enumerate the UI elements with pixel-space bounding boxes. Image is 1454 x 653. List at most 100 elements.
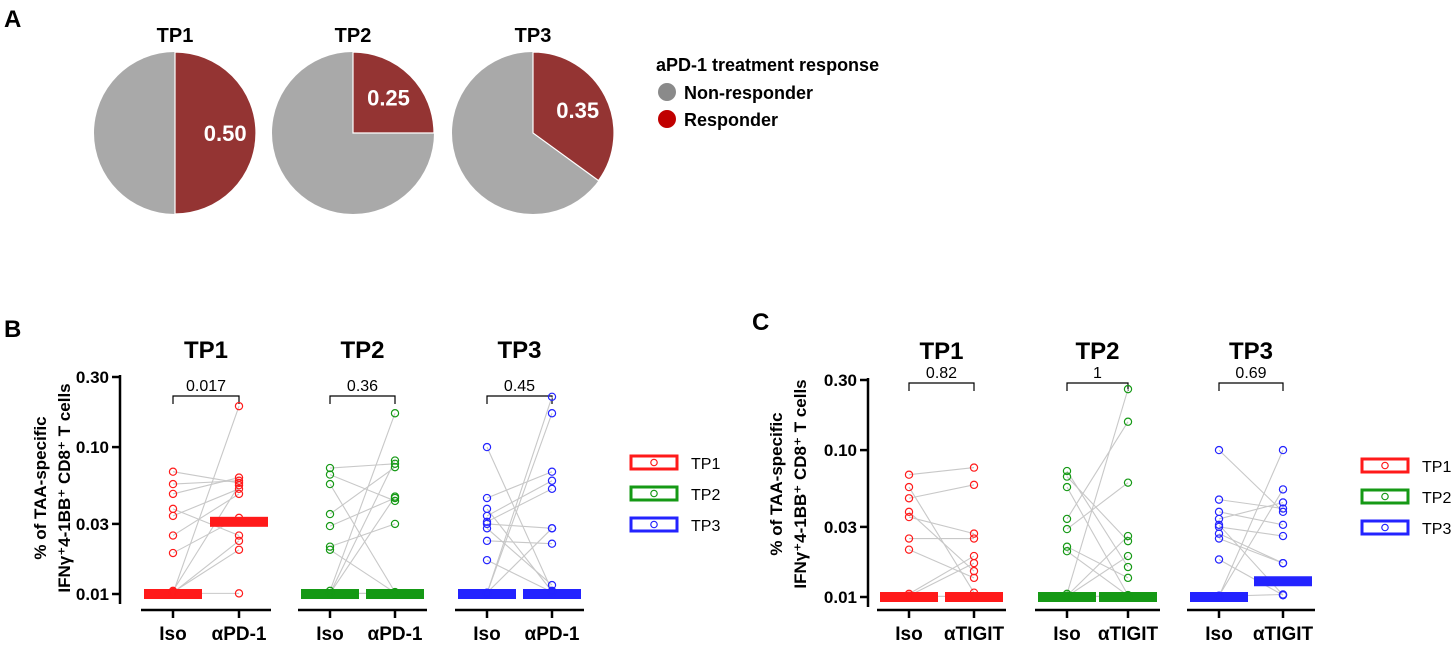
tigit-legend-swatch — [1360, 457, 1410, 474]
pd1-tp2-x-label: Iso — [316, 624, 343, 645]
pd1-tp3-pair-line — [486, 540, 553, 545]
pie-legend-responder-label: Responder — [684, 110, 778, 130]
pd1-tp2-pair-line — [329, 466, 396, 515]
pd1-tp2-pair-line — [329, 496, 396, 594]
tigit-y-tick-label: 0.10 — [824, 441, 857, 460]
tigit-legend-label: TP1 — [1422, 459, 1451, 476]
pd1-tp1-data-point — [234, 536, 244, 546]
tigit-tp2-pair-line — [1066, 486, 1129, 596]
pd1-tp3-data-point — [547, 467, 557, 476]
tigit-legend-label: TP3 — [1422, 521, 1451, 538]
tigit-tp3-x-label: αTIGIT — [1253, 624, 1314, 645]
pd1-tp3-data-point — [482, 493, 492, 503]
tigit-tp2-data-point — [1123, 531, 1133, 541]
pie-tp1-value-label: 0.50 — [204, 121, 247, 146]
tigit-tp1-data-point — [904, 512, 914, 522]
pd1-tp3-data-point — [482, 536, 492, 546]
pie-legend-title: aPD-1 treatment response — [656, 55, 879, 75]
pd1-legend-marker — [650, 520, 658, 529]
tigit-tp3-pair-line — [1218, 533, 1284, 564]
tigit-tp3-data-point — [1278, 531, 1288, 541]
pie-tp3-responder-slice — [532, 51, 615, 182]
pd1-tp1-data-point — [168, 548, 178, 558]
pd1-tp3-median-bar — [458, 589, 516, 599]
tigit-legend-marker — [1381, 461, 1389, 470]
pd1-tp1-data-point — [234, 484, 244, 494]
tigit-tp1-pair-line — [908, 511, 975, 572]
tigit-tp3-x-label: Iso — [1205, 624, 1232, 645]
pd1-tp3-pair-line — [486, 527, 553, 586]
tigit-tp2-pair-line — [1066, 535, 1129, 597]
pd1-tp3-pair-line — [486, 446, 553, 592]
tigit-tp2-pair-line — [1066, 421, 1129, 520]
pd1-tp1-significance-bracket — [172, 395, 240, 404]
tigit-tp1-data-point — [969, 534, 979, 543]
pd1-tp3-pair-line — [486, 480, 553, 517]
pd1-tp3-data-point — [547, 476, 557, 485]
tigit-legend-item-tp2: TP2 — [1360, 488, 1451, 507]
pd1-tp3-data-point — [547, 392, 557, 401]
panel-letter-a: A — [4, 6, 21, 33]
pd1-legend-marker — [650, 489, 658, 498]
pd1-tp1-pair-line — [172, 549, 240, 593]
tigit-tp3-pair-line — [1218, 449, 1284, 513]
pd1-legend-item-tp2: TP2 — [629, 485, 720, 504]
pie-charts: TP1 0.50 TP2 0.25 TP3 0.35 — [94, 25, 615, 215]
pd1-tp3-data-point — [482, 555, 492, 565]
tigit-tp3-data-point — [1214, 534, 1224, 543]
tigit-tp3-significance-bracket — [1218, 382, 1284, 391]
pd1-legend-swatch — [629, 516, 679, 533]
pd1-tp1-x-label: Iso — [159, 624, 186, 645]
pd1-tp1-pair-line — [172, 405, 240, 594]
pd1-tp3-pair-line — [486, 413, 553, 594]
pd1-tp1-pair-line — [172, 477, 240, 495]
pd1-tp1-data-point — [168, 479, 178, 489]
pd1-tp2-data-point — [325, 509, 335, 519]
pd1-tp2-median-bar — [366, 589, 424, 599]
tigit-ylabel-line2: IFNγ⁺4-1BB⁺ CD8⁺ T cells — [791, 379, 810, 588]
pd1-tp2-pair-line — [329, 463, 396, 469]
tigit-ylabel-line1: % of TAA-specific — [767, 412, 786, 555]
tigit-tp1-data-point — [969, 558, 979, 568]
pd1-legend-item-tp1: TP1 — [629, 454, 720, 473]
tigit-legend-marker — [1381, 492, 1389, 501]
tigit-tp1-data-point — [969, 529, 979, 538]
tigit-tp3-pair-line — [1218, 511, 1284, 526]
pie-tp1-responder-slice — [174, 51, 257, 215]
tigit-tp3-pair-line — [1218, 449, 1284, 597]
pd1-legend-label: TP1 — [691, 456, 720, 473]
pd1-tp2-data-point — [390, 519, 400, 529]
tigit-tp2-x-label: αTIGIT — [1098, 624, 1159, 645]
tigit-tp3-data-point — [1214, 514, 1224, 524]
pie-tp3: TP3 0.35 — [452, 25, 615, 214]
pd1-tp1-data-point — [234, 531, 244, 540]
pie-tp2-responder-slice — [352, 51, 435, 134]
pd1-legend-item-tp3: TP3 — [629, 516, 720, 535]
pie-legend-nonresponder-label: Non-responder — [684, 83, 813, 103]
tigit-tp2-data-point — [1062, 592, 1072, 601]
tigit-tp3-data-point — [1214, 495, 1224, 504]
tigit-tp1-data-point — [904, 482, 914, 492]
pd1-tp2-pair-line — [329, 460, 396, 594]
tigit-tp2-data-point — [1062, 514, 1072, 524]
tigit-tp1-pvalue: 0.82 — [926, 365, 957, 382]
pie-title-tp3: TP3 — [515, 25, 552, 47]
pie-legend-nonresponder-marker — [658, 83, 676, 101]
pd1-group-tp2: Iso αPD-1 TP2 0.36 — [298, 337, 427, 645]
tigit-tp2-pair-line — [1066, 476, 1129, 542]
pd1-tp1-data-point — [168, 467, 178, 476]
pd1-legend: TP1 TP2 TP3 — [629, 454, 720, 535]
pd1-y-tick-label: 0.01 — [76, 585, 109, 604]
pie-legend: aPD-1 treatment response Non-responder R… — [656, 55, 879, 130]
tigit-tp1-pair-line — [908, 516, 975, 535]
pd1-tp3-x-label: Iso — [473, 624, 500, 645]
pd1-tp3-x-label: αPD-1 — [525, 624, 580, 645]
tigit-tp1-significance-bracket — [908, 382, 975, 391]
pd1-tp1-data-point — [234, 481, 244, 490]
pd1-tp1-pair-line — [172, 540, 240, 594]
tigit-tp3-title: TP3 — [1229, 338, 1273, 365]
pd1-tp2-data-point — [325, 479, 335, 489]
pd1-tp3-pvalue: 0.45 — [504, 378, 535, 395]
pd1-tp3-significance-bracket — [486, 395, 553, 404]
